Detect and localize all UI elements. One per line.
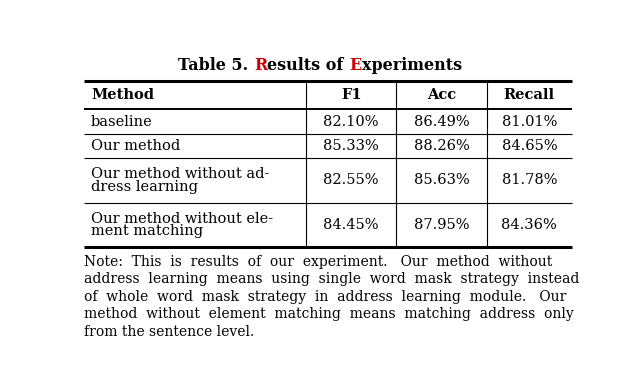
Text: xperiments: xperiments <box>362 57 461 74</box>
Text: 88.26%: 88.26% <box>413 139 469 153</box>
Text: Our method without ad-: Our method without ad- <box>91 167 269 181</box>
Text: baseline: baseline <box>91 115 153 129</box>
Text: 84.45%: 84.45% <box>323 218 379 232</box>
Text: 86.49%: 86.49% <box>413 115 469 129</box>
Text: 87.95%: 87.95% <box>413 218 469 232</box>
Text: 85.33%: 85.33% <box>323 139 379 153</box>
Text: ment matching: ment matching <box>91 224 203 238</box>
Text: 82.10%: 82.10% <box>323 115 379 129</box>
Text: from the sentence level.: from the sentence level. <box>84 325 254 339</box>
Text: Note:  This  is  results  of  our  experiment.   Our  method  without: Note: This is results of our experiment.… <box>84 255 552 269</box>
Text: F1: F1 <box>341 88 362 102</box>
Text: 82.55%: 82.55% <box>323 173 379 187</box>
Text: method  without  element  matching  means  matching  address  only: method without element matching means ma… <box>84 307 573 321</box>
Text: 84.36%: 84.36% <box>502 218 557 232</box>
Text: Acc: Acc <box>427 88 456 102</box>
Text: Method: Method <box>91 88 154 102</box>
Text: R: R <box>254 57 268 74</box>
Text: Recall: Recall <box>504 88 555 102</box>
Text: 84.65%: 84.65% <box>502 139 557 153</box>
Text: esults of: esults of <box>268 57 349 74</box>
Text: address  learning  means  using  single  word  mask  strategy  instead: address learning means using single word… <box>84 272 579 286</box>
Text: Table 5.: Table 5. <box>179 57 254 74</box>
Text: E: E <box>349 57 362 74</box>
Text: dress learning: dress learning <box>91 179 198 194</box>
Text: of  whole  word  mask  strategy  in  address  learning  module.   Our: of whole word mask strategy in address l… <box>84 290 566 303</box>
Text: 85.63%: 85.63% <box>413 173 469 187</box>
Text: 81.78%: 81.78% <box>502 173 557 187</box>
Text: Our method: Our method <box>91 139 180 153</box>
Text: Our method without ele-: Our method without ele- <box>91 212 273 226</box>
Text: 81.01%: 81.01% <box>502 115 557 129</box>
